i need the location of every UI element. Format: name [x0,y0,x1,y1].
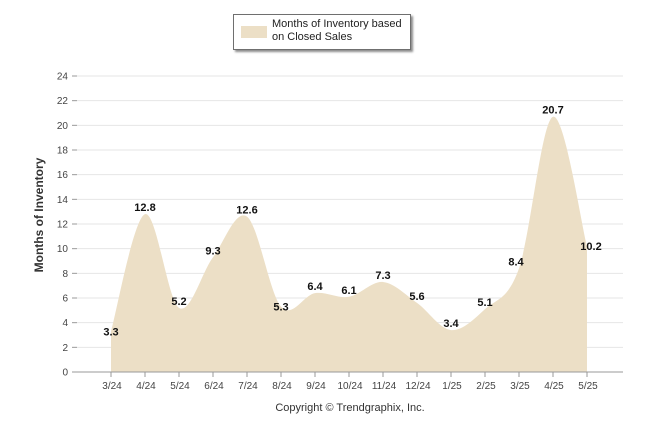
y-tick-label: 20 [57,121,69,132]
x-tick-label: 11/24 [372,381,397,392]
data-label: 5.6 [409,291,424,303]
y-tick-label: 12 [57,220,69,231]
x-tick-label: 12/24 [405,381,430,392]
x-tick-label: 8/24 [272,381,292,392]
data-label: 6.4 [307,281,323,293]
x-tick-label: 6/24 [204,381,224,392]
x-tick-label: 4/25 [544,381,564,392]
x-tick-label: 10/24 [337,381,362,392]
data-label: 20.7 [542,105,563,117]
y-axis-label: Months of Inventory [32,157,46,273]
data-label: 5.1 [477,297,492,309]
y-tick-label: 8 [62,269,68,280]
data-label: 3.3 [103,326,118,338]
x-tick-label: 1/25 [442,381,462,392]
y-tick-label: 6 [62,294,68,305]
x-tick-label: 5/24 [170,381,190,392]
data-label: 6.1 [341,285,356,297]
y-tick-label: 22 [57,96,69,107]
data-label: 8.4 [508,256,524,268]
y-tick-label: 14 [57,195,69,206]
x-tick-label: 3/25 [510,381,530,392]
y-tick-label: 24 [57,72,69,83]
data-label: 7.3 [375,270,390,282]
x-tick-label: 9/24 [306,381,326,392]
x-tick-label: 4/24 [136,381,156,392]
y-tick-label: 0 [62,368,68,379]
legend-label: Months of Inventory based on Closed Sale… [272,18,402,43]
legend-swatch [241,26,267,38]
y-tick-label: 4 [62,318,68,329]
series-area [111,116,587,372]
data-label: 10.2 [580,241,601,253]
copyright-text: Copyright © Trendgraphix, Inc. [275,402,425,414]
y-tick-label: 16 [57,170,69,181]
y-tick-label: 10 [57,244,69,255]
data-label: 5.2 [171,296,186,308]
legend: Months of Inventory based on Closed Sale… [233,14,411,50]
y-tick-label: 2 [62,343,68,354]
x-tick-label: 7/24 [238,381,258,392]
x-tick-label: 2/25 [476,381,496,392]
data-label: 3.4 [443,318,459,330]
y-tick-label: 18 [57,146,69,157]
data-label: 12.6 [236,205,257,217]
x-tick-label: 3/24 [102,381,122,392]
data-label: 12.8 [134,202,155,214]
x-tick-label: 5/25 [578,381,598,392]
data-label: 5.3 [273,302,288,314]
data-label: 9.3 [205,245,220,257]
